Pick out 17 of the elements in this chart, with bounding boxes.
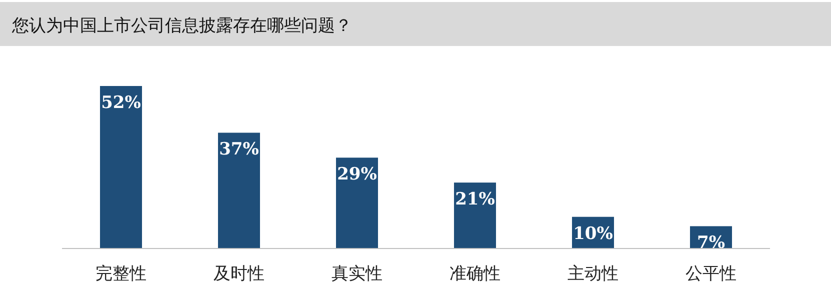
data-label: 7%: [697, 233, 725, 254]
x-tick-label: 完整性: [96, 264, 146, 284]
bar: [336, 158, 378, 248]
data-label: 10%: [573, 224, 613, 244]
data-label: 29%: [337, 164, 377, 185]
x-tick-label: 公平性: [686, 264, 736, 284]
data-label: 37%: [219, 140, 259, 160]
bar: [218, 132, 260, 248]
bar: [454, 182, 496, 248]
x-tick-label: 准确性: [450, 264, 500, 284]
bar: [100, 86, 142, 248]
data-label: 52%: [101, 93, 141, 113]
x-tick-label: 主动性: [568, 264, 618, 284]
data-label: 21%: [455, 190, 495, 210]
x-tick-label: 真实性: [332, 264, 382, 284]
x-tick-label: 及时性: [214, 264, 264, 284]
chart-title: 您认为中国上市公司信息披露存在哪些问题？: [11, 16, 352, 36]
